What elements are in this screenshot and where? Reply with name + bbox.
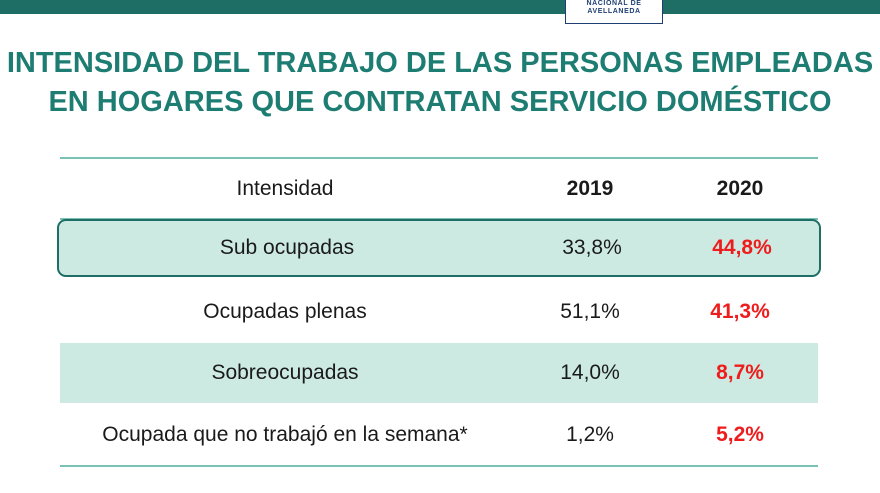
logo-line-2: AVELLANEDA [587, 8, 641, 15]
header-2020: 2020 [716, 177, 764, 200]
table-row-sobreocupadas: Sobreocupadas 14,0% 8,7% [60, 343, 818, 403]
table-row-ocupadas-plenas: Ocupadas plenas 51,1% 41,3% [60, 282, 818, 342]
logo-line-1: NACIONAL DE [586, 0, 642, 7]
row-value-2020: 41,3% [710, 300, 770, 323]
table-top-rule [60, 157, 818, 159]
table-row-sub-ocupadas: Sub ocupadas 33,8% 44,8% [57, 219, 821, 277]
title-line-1: INTENSIDAD DEL TRABAJO DE LAS PERSONAS E… [6, 47, 874, 79]
university-logo: NACIONAL DE AVELLANEDA [565, 0, 663, 24]
row-label: Sobreocupadas [211, 361, 359, 384]
table-row-no-trabajo: Ocupada que no trabajó en la semana* 1,2… [60, 405, 818, 465]
row-value-2020: 44,8% [712, 236, 772, 259]
row-value-2019: 14,0% [560, 361, 620, 384]
table-bottom-rule [60, 465, 818, 467]
row-value-2019: 51,1% [560, 300, 620, 323]
page-title: INTENSIDAD DEL TRABAJO DE LAS PERSONAS E… [0, 44, 880, 122]
title-line-2: EN HOGARES QUE CONTRATAN SERVICIO DOMÉST… [48, 86, 832, 118]
table-header-row: Intensidad 2019 2020 [60, 159, 818, 219]
top-bar [0, 0, 880, 14]
row-value-2020: 5,2% [716, 423, 764, 446]
row-value-2020: 8,7% [716, 361, 764, 384]
row-label: Ocupada que no trabajó en la semana* [102, 423, 468, 446]
row-label: Ocupadas plenas [203, 300, 367, 323]
row-label: Sub ocupadas [219, 236, 355, 259]
row-value-2019: 33,8% [562, 236, 622, 259]
table-header-rule [60, 218, 818, 220]
header-2019: 2019 [566, 177, 614, 200]
header-intensidad: Intensidad [236, 177, 334, 200]
row-value-2019: 1,2% [566, 423, 614, 446]
